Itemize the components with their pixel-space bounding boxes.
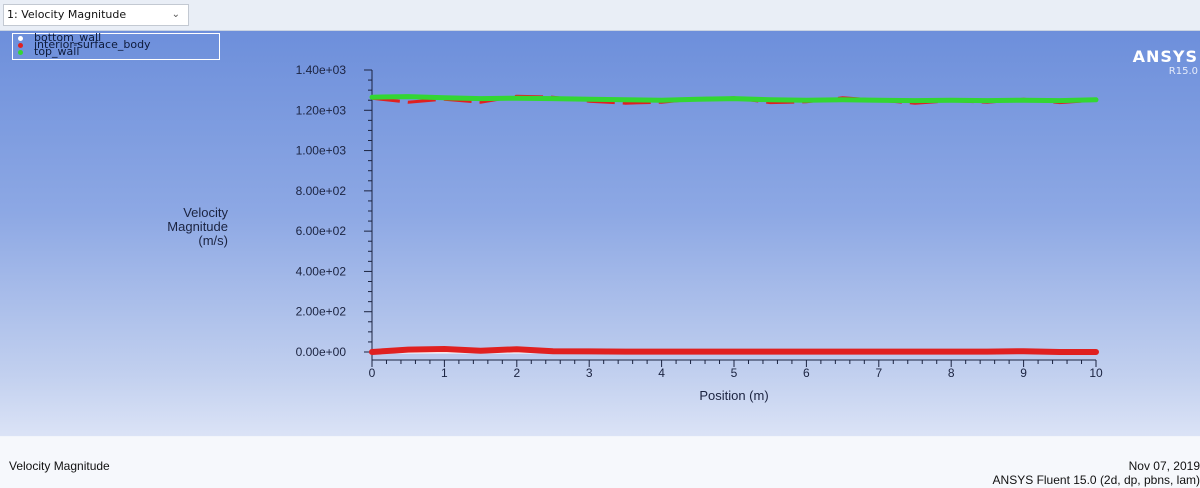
footer-info: Nov 07, 2019 ANSYS Fluent 15.0 (2d, dp, … <box>993 459 1200 487</box>
y-tick-label: 0.00e+00 <box>296 345 347 359</box>
legend-marker-interior-surface-body <box>18 42 23 48</box>
legend-item-top-wall: top_wall <box>18 45 80 58</box>
legend-label: top_wall <box>34 45 80 58</box>
x-tick-label: 2 <box>513 366 520 380</box>
brand-name: ANSYS <box>1132 47 1198 66</box>
y-tick-label: 8.00e+02 <box>296 184 347 198</box>
x-tick-label: 8 <box>948 366 955 380</box>
y-tick-label: 1.00e+03 <box>296 144 347 158</box>
legend-label: interior-surface_body <box>34 38 151 51</box>
y-tick-label: 4.00e+02 <box>296 264 347 278</box>
chart-ticks: 0.00e+00 2.00e+02 4.00e+02 6.00e+02 8.00e+02… <box>296 63 1103 380</box>
chevron-down-icon[interactable]: ⌄ <box>171 9 180 20</box>
x-tick-label: 1 <box>441 366 448 380</box>
series-interior-surface-body-bottom <box>369 345 1099 355</box>
legend: bottom_wall interior-surface_body top_wa… <box>12 31 220 60</box>
y-axis-label: Magnitude <box>167 219 228 234</box>
x-axis-label: Position (m) <box>699 388 768 403</box>
legend-item-bottom-wall: bottom_wall <box>18 31 102 44</box>
x-tick-label: 10 <box>1089 366 1103 380</box>
y-axis-label: Velocity <box>183 205 228 220</box>
footer-date: Nov 07, 2019 <box>1128 459 1200 473</box>
legend-marker-top-wall <box>18 49 23 55</box>
y-tick-label: 1.40e+03 <box>296 63 347 77</box>
x-tick-label: 0 <box>369 366 376 380</box>
x-tick-label: 5 <box>731 366 738 380</box>
x-tick-label: 9 <box>1020 366 1027 380</box>
x-tick-label: 6 <box>803 366 810 380</box>
footer-title: Velocity Magnitude <box>9 459 110 473</box>
ansys-logo: ANSYS R15.0 <box>1133 47 1198 77</box>
plot-select-value: 1: Velocity Magnitude <box>7 8 127 21</box>
footer: Velocity Magnitude Nov 07, 2019 ANSYS Fl… <box>0 437 1200 488</box>
x-tick-label: 7 <box>875 366 882 380</box>
legend-item-interior-surface-body: interior-surface_body <box>18 38 151 51</box>
legend-marker-bottom-wall <box>18 35 23 41</box>
legend-label: bottom_wall <box>34 31 102 44</box>
y-tick-label: 1.20e+03 <box>296 103 347 117</box>
plot-select-dropdown[interactable]: 1: Velocity Magnitude ⌄ <box>3 4 189 26</box>
y-tick-label: 6.00e+02 <box>296 224 347 238</box>
toolbar: 1: Velocity Magnitude ⌄ <box>0 0 1200 31</box>
chart-series <box>369 94 1099 355</box>
y-tick-label: 2.00e+02 <box>296 305 347 319</box>
x-tick-label: 3 <box>586 366 593 380</box>
brand-version: R15.0 <box>1168 66 1198 77</box>
x-tick-label: 4 <box>658 366 665 380</box>
series-top-wall <box>369 94 1099 104</box>
y-axis-label: (m/s) <box>198 233 228 248</box>
footer-solver: ANSYS Fluent 15.0 (2d, dp, pbns, lam) <box>992 473 1200 487</box>
